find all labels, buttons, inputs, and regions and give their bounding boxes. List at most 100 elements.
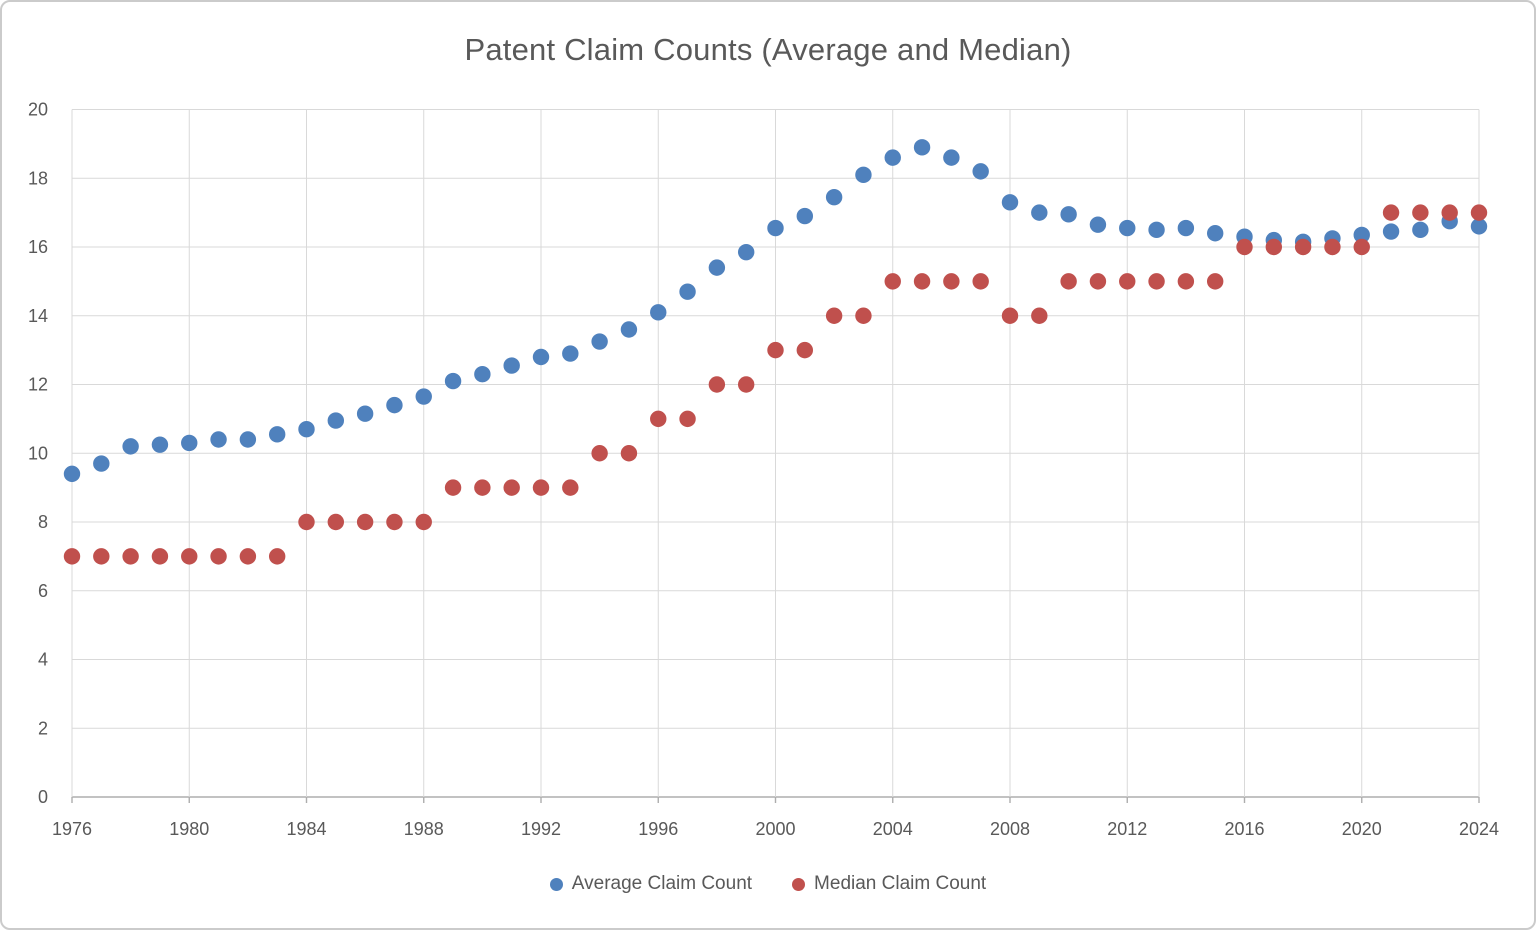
- data-point-average: [767, 219, 784, 237]
- data-point-average: [825, 188, 843, 206]
- data-point-median: [767, 341, 784, 359]
- data-point-median: [93, 548, 110, 565]
- data-point-average: [650, 304, 667, 321]
- x-tick-label: 1988: [404, 819, 444, 839]
- x-tick-label: 2008: [990, 819, 1030, 839]
- data-point-median: [1031, 307, 1048, 324]
- legend: Average Claim Count Median Claim Count: [2, 873, 1534, 895]
- data-point-average: [532, 348, 550, 366]
- data-point-median: [1265, 238, 1283, 256]
- data-point-median: [474, 479, 491, 496]
- data-point-median: [796, 341, 814, 359]
- data-point-average: [1031, 204, 1048, 221]
- data-point-average: [796, 207, 814, 225]
- legend-item-average: Average Claim Count: [549, 873, 752, 895]
- data-point-average: [1206, 225, 1224, 242]
- data-point-average: [1470, 218, 1488, 235]
- data-point-average: [93, 455, 110, 472]
- data-point-average: [415, 388, 432, 405]
- data-point-median: [356, 513, 374, 531]
- data-point-average: [1119, 219, 1136, 237]
- data-point-median: [913, 273, 931, 290]
- data-point-median: [1119, 273, 1136, 290]
- y-tick-label: 0: [38, 787, 48, 807]
- y-tick-label: 18: [28, 168, 48, 188]
- data-point-median: [1060, 273, 1077, 290]
- data-point-median: [1236, 238, 1253, 256]
- data-point-median: [1294, 238, 1312, 256]
- data-point-median: [855, 307, 872, 324]
- legend-item-median: Median Claim Count: [792, 873, 986, 895]
- data-point-average: [1177, 219, 1195, 237]
- y-tick-label: 2: [38, 718, 48, 738]
- data-point-median: [884, 273, 901, 290]
- data-point-average: [943, 149, 960, 166]
- data-point-average: [1089, 216, 1107, 233]
- data-point-median: [825, 307, 843, 324]
- x-tick-label: 2016: [1224, 819, 1264, 839]
- data-point-average: [708, 259, 726, 276]
- x-tick-label: 1976: [52, 819, 92, 839]
- data-point-average: [356, 405, 374, 422]
- data-point-median: [298, 513, 315, 531]
- data-point-average: [63, 465, 81, 483]
- data-point-median: [532, 479, 550, 496]
- data-point-average: [1001, 194, 1019, 211]
- data-point-average: [181, 434, 198, 452]
- y-tick-label: 20: [28, 100, 48, 120]
- data-point-median: [679, 410, 696, 428]
- data-point-median: [1177, 273, 1195, 290]
- data-point-median: [1324, 238, 1341, 256]
- data-point-average: [679, 283, 696, 300]
- data-point-median: [943, 273, 960, 290]
- data-point-average: [386, 396, 403, 414]
- y-tick-label: 10: [28, 443, 48, 463]
- x-tick-label: 2012: [1107, 819, 1147, 839]
- data-point-median: [591, 445, 608, 462]
- data-point-median: [210, 548, 227, 565]
- data-point-average: [444, 372, 462, 390]
- data-point-median: [562, 479, 579, 496]
- data-point-average: [1060, 206, 1077, 223]
- x-tick-label: 2004: [873, 819, 913, 839]
- data-point-median: [239, 548, 257, 565]
- data-point-median: [444, 479, 462, 496]
- data-point-average: [1353, 226, 1370, 244]
- data-point-average: [913, 139, 931, 156]
- data-point-median: [1001, 307, 1019, 324]
- data-point-average: [620, 321, 638, 338]
- y-tick-label: 16: [28, 237, 48, 257]
- y-tick-label: 4: [38, 650, 48, 670]
- data-point-average: [1412, 221, 1429, 239]
- data-point-average: [972, 163, 989, 180]
- x-tick-label: 2000: [755, 819, 795, 839]
- data-point-median: [415, 513, 432, 531]
- legend-label-median: Median Claim Count: [814, 873, 987, 894]
- data-point-average: [239, 431, 257, 448]
- data-point-median: [122, 548, 139, 565]
- y-tick-label: 14: [28, 306, 48, 326]
- data-point-average: [151, 436, 169, 453]
- data-point-average: [474, 365, 491, 383]
- y-tick-label: 8: [38, 512, 48, 532]
- data-point-median: [1382, 204, 1400, 221]
- chart-title: Patent Claim Counts (Average and Median): [464, 32, 1072, 67]
- data-point-median: [737, 376, 755, 393]
- x-tick-label: 1996: [638, 819, 678, 839]
- data-point-median: [1470, 204, 1488, 221]
- data-point-average: [591, 333, 608, 350]
- data-point-median: [1148, 273, 1165, 290]
- data-point-average: [884, 149, 901, 166]
- data-point-average: [855, 166, 872, 184]
- data-point-median: [63, 548, 81, 565]
- x-tick-label: 1984: [286, 819, 326, 839]
- data-point-median: [327, 513, 345, 531]
- data-point-median: [1353, 238, 1370, 256]
- data-point-median: [151, 548, 169, 565]
- median-series-marker-icon: [792, 877, 806, 891]
- data-point-median: [650, 410, 667, 428]
- average-series-marker-icon: [549, 877, 563, 891]
- data-point-median: [1206, 273, 1224, 290]
